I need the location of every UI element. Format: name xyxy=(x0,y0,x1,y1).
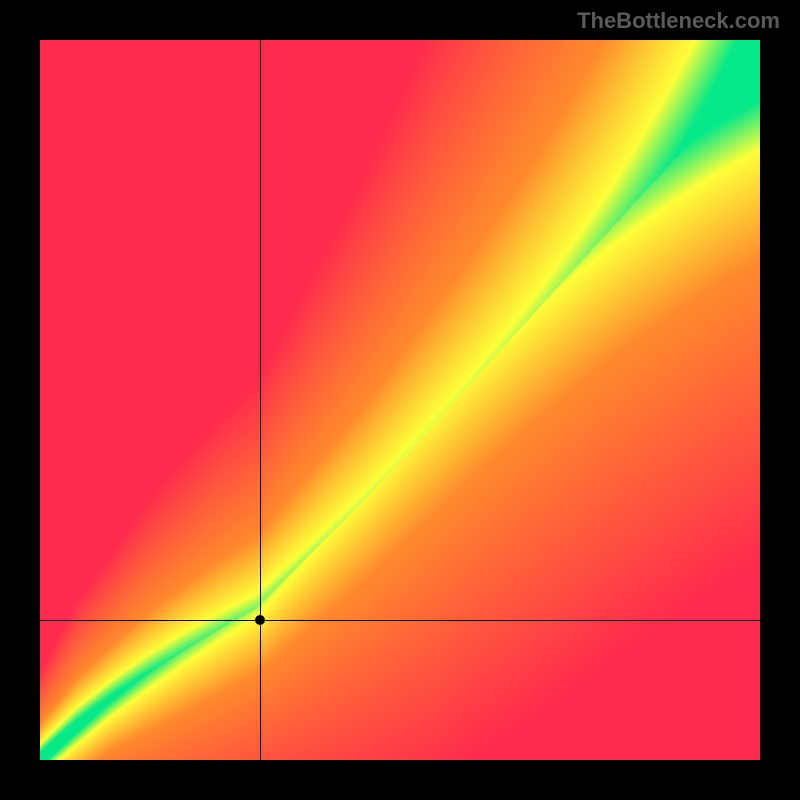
watermark-text: TheBottleneck.com xyxy=(577,8,780,34)
crosshair-horizontal xyxy=(40,620,760,621)
heatmap-canvas xyxy=(40,40,760,760)
plot-area xyxy=(40,40,760,760)
chart-container: TheBottleneck.com xyxy=(0,0,800,800)
crosshair-marker xyxy=(255,615,265,625)
crosshair-vertical xyxy=(260,40,261,760)
